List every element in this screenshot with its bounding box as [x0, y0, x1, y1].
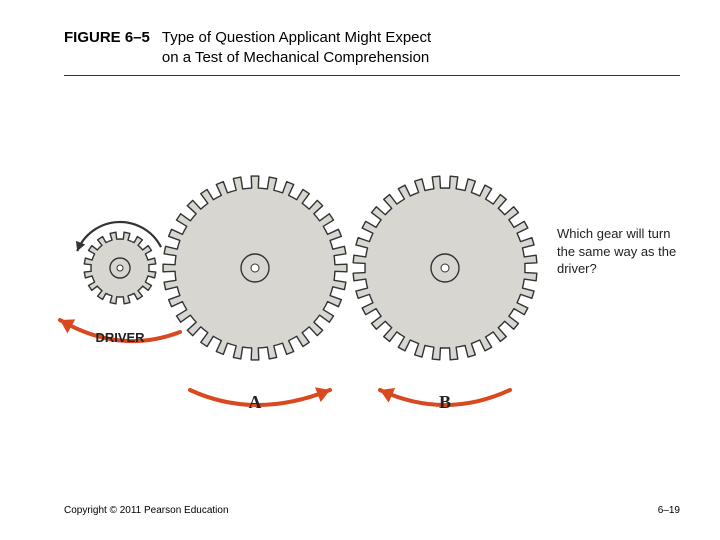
svg-text:A: A	[249, 392, 262, 412]
svg-text:B: B	[439, 392, 451, 412]
copyright-text: Copyright © 2011 Pearson Education	[64, 505, 229, 516]
figure-label: FIGURE 6–5	[64, 28, 150, 46]
question-text: Which gear will turn the same way as the…	[557, 225, 692, 278]
figure-header: FIGURE 6–5 Type of Question Applicant Mi…	[64, 28, 680, 76]
svg-text:DRIVER: DRIVER	[95, 330, 145, 345]
figure-title: Type of Question Applicant Might Expect …	[162, 28, 431, 69]
gear-svg: DRIVER A B	[50, 150, 570, 430]
page-number: 6–19	[658, 505, 680, 516]
figure-title-line1: Type of Question Applicant Might Expect	[162, 29, 431, 46]
header-rule	[64, 75, 680, 76]
gear-diagram: DRIVER A B	[50, 150, 570, 420]
figure-title-line2: on a Test of Mechanical Comprehension	[162, 49, 429, 66]
